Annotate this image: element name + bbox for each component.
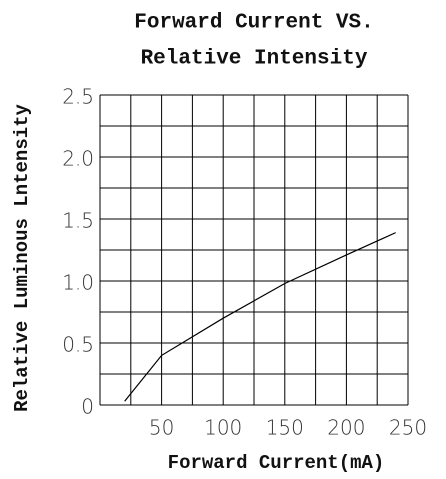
y-tick-label: 1.0 [62, 271, 94, 295]
x-tick-label: 100 [204, 416, 242, 440]
y-axis-label: Relative Luminous Lntensity [11, 103, 33, 411]
y-tick-label: 0 [81, 395, 94, 419]
line [124, 232, 396, 402]
y-tick-label: 2.5 [62, 85, 94, 109]
chart-title: Forward Current VS. [134, 12, 373, 35]
x-tick-label: 150 [266, 416, 304, 440]
y-tick-label: 2.0 [62, 147, 94, 171]
x-tick-label: 50 [149, 416, 174, 440]
x-axis-label: Forward Current(mA) [168, 452, 385, 474]
x-tick-label: 200 [327, 416, 365, 440]
chart-title: Relative Intensity [141, 48, 368, 71]
x-tick-label: 250 [389, 416, 427, 440]
y-tick-label: 1.5 [62, 209, 94, 233]
y-tick-label: 0.5 [62, 333, 94, 357]
